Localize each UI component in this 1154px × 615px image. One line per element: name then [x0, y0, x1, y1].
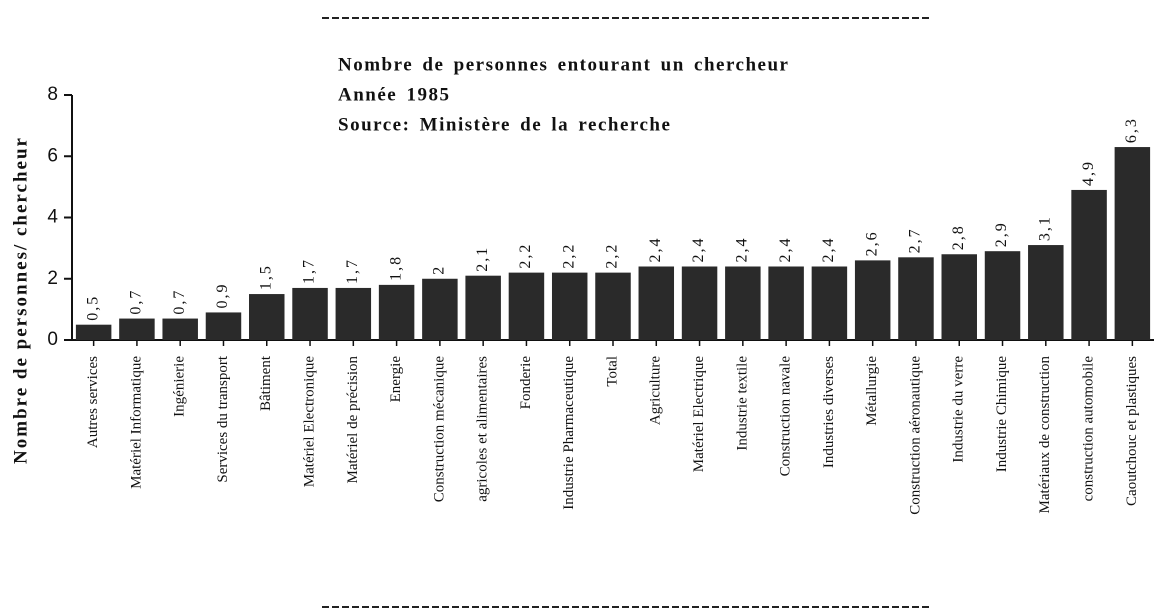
- bar: [75, 324, 112, 340]
- value-label: 1,8: [387, 255, 404, 281]
- value-label: 0,5: [84, 295, 101, 321]
- value-label: 2,7: [907, 227, 924, 253]
- value-label: 2,4: [734, 237, 751, 263]
- x-tick-label: Matériel de précision: [345, 356, 361, 484]
- bar: [811, 266, 848, 340]
- bar: [1028, 245, 1064, 340]
- x-tick-label: Construction navale: [778, 356, 794, 477]
- value-label: 2,1: [474, 246, 491, 272]
- x-tick-label: agricoles et alimentaires: [475, 356, 491, 502]
- x-tick-label: Energie: [388, 356, 404, 403]
- value-label: 4,9: [1080, 160, 1097, 186]
- value-label: 1,7: [301, 258, 318, 284]
- x-tick-label: Total: [604, 356, 620, 387]
- bar: [595, 272, 631, 340]
- chart-title: Nombre de personnes entourant un cherche…: [338, 54, 790, 75]
- y-tick-label: 8: [47, 84, 58, 105]
- x-tick-label: Construction aéronautique: [907, 356, 923, 515]
- bar: [292, 287, 328, 340]
- y-axis-label: Nombre de personnes/ chercheur: [10, 136, 31, 464]
- x-tick-label: construction automobile: [1081, 356, 1097, 502]
- value-label: 2,2: [604, 243, 621, 269]
- value-label: 1,7: [344, 258, 361, 284]
- x-tick-label: Industries diverses: [821, 356, 837, 468]
- chart-subtitle: Source: Ministère de la recherche: [338, 114, 671, 135]
- x-tick-label: Agriculture: [648, 356, 664, 425]
- value-label: 2: [431, 265, 448, 275]
- bar: [162, 318, 198, 340]
- bar: [465, 275, 501, 340]
- value-label: 3,1: [1036, 215, 1053, 241]
- x-tick-label: Bâtiment: [258, 355, 274, 411]
- bar: [1071, 189, 1107, 340]
- y-tick-label: 2: [47, 268, 58, 289]
- value-label: 2,4: [777, 237, 794, 263]
- value-label: 1,5: [257, 264, 274, 290]
- y-tick-label: 0: [47, 329, 58, 350]
- bar: [119, 318, 155, 340]
- bar: [984, 251, 1021, 340]
- bar: [638, 266, 675, 340]
- x-tick-label: Industrie Pharmaceutique: [561, 356, 577, 510]
- bar: [941, 254, 977, 340]
- bar: [335, 287, 372, 340]
- x-tick-label: Matériel Electronique: [301, 356, 317, 488]
- x-tick-label: Autres services: [85, 356, 101, 448]
- y-tick-label: 4: [47, 207, 58, 228]
- bar: [681, 266, 718, 340]
- bar: [508, 272, 545, 340]
- bar: [551, 272, 588, 340]
- value-label: 2,4: [690, 237, 707, 263]
- value-label: 0,7: [128, 289, 145, 315]
- bar: [378, 284, 415, 340]
- x-tick-label: Fonderie: [518, 356, 534, 410]
- value-label: 2,9: [993, 221, 1010, 247]
- x-tick-label: Industrie du verre: [951, 356, 967, 463]
- value-label: 2,8: [950, 224, 967, 250]
- x-tick-label: Caoutchouc et plastiques: [1124, 356, 1140, 506]
- value-label: 2,4: [820, 237, 837, 263]
- x-tick-label: Matériel Informatique: [128, 356, 144, 489]
- bar: [898, 257, 934, 340]
- bar: [854, 260, 891, 340]
- x-tick-label: Métallurgie: [864, 356, 880, 426]
- x-tick-label: Construction mécanique: [431, 356, 447, 503]
- x-tick-label: Matériel Electrique: [691, 356, 707, 473]
- value-label: 6,3: [1123, 117, 1140, 143]
- bar: [422, 278, 458, 340]
- value-label: 2,2: [560, 243, 577, 269]
- bar: [249, 294, 285, 340]
- y-tick-label: 6: [47, 145, 58, 166]
- bar: [768, 266, 804, 340]
- bar: [205, 312, 242, 340]
- value-label: 0,9: [214, 282, 231, 308]
- x-tick-label: Ingénierie: [172, 356, 188, 417]
- value-label: 2,4: [647, 237, 664, 263]
- x-tick-label: Industrie Chimique: [994, 356, 1010, 473]
- bar: [1114, 147, 1151, 340]
- value-label: 0,7: [171, 289, 188, 315]
- value-label: 2,2: [517, 243, 534, 269]
- x-tick-label: Industrie textile: [734, 356, 750, 451]
- bar: [725, 266, 761, 340]
- x-tick-label: Matériaux de construction: [1037, 356, 1053, 514]
- x-tick-label: Services du transport: [215, 355, 231, 482]
- chart-subtitle: Année 1985: [338, 84, 450, 105]
- value-label: 2,6: [863, 230, 880, 256]
